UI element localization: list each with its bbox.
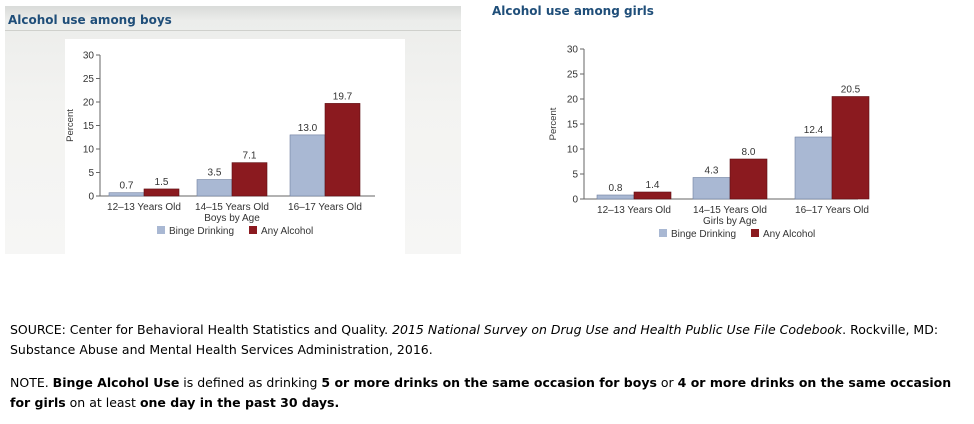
bar-binge-drinking [108,192,145,197]
source-prefix: SOURCE: Center for Behavioral Health Sta… [10,322,393,337]
y-tick-label: 10 [567,145,579,156]
y-tick-label: 0 [88,192,94,203]
y-tick-label: 10 [83,145,95,156]
data-label: 12.4 [804,125,824,136]
data-label: 0.7 [120,181,134,192]
note-bold-term: Binge Alcohol Use [52,375,180,390]
data-label: 0.8 [609,183,623,194]
y-tick-label: 20 [83,98,95,109]
y-tick-label: 25 [83,74,95,85]
y-tick-label: 20 [567,95,579,106]
boys-bar-chart: 0 5 10 15 20 25 30 Percent 0.7 1.5 12–13 Years Old… [65,51,375,237]
data-label: 8.0 [742,147,756,158]
y-tick-label: 5 [88,168,94,179]
x-tick-label: 16–17 Years Old [288,202,362,213]
note-bold-girls: 4 or more drinks on the same occasion fo… [10,375,952,410]
note-text: or [656,375,678,390]
bar-any-alcohol [324,103,361,197]
x-axis-label: Girls by Age [703,216,757,227]
source-citation: SOURCE: Center for Behavioral Health Sta… [10,320,960,360]
bar-binge-drinking [196,179,233,197]
data-label: 13.0 [298,123,318,134]
binge-definition-note: NOTE. Binge Alcohol Use is defined as dr… [10,373,960,413]
note-bold-boys: 5 or more drinks on the same occasion fo… [321,375,657,390]
source-title: 2015 National Survey on Drug Use and Hea… [392,322,843,337]
bar-binge-drinking [794,136,833,200]
y-tick-label: 30 [83,51,95,62]
data-label: 19.7 [333,91,353,102]
data-label: 4.3 [705,166,719,177]
y-tick-label: 15 [83,121,95,132]
bar-binge-drinking [692,177,731,200]
note-text: is defined as drinking [179,375,322,390]
boys-chart-panel: Alcohol use among boys 0 5 10 15 20 25 30 Perce… [5,6,461,254]
y-tick-label: 30 [567,45,579,56]
bar-any-alcohol [729,158,768,200]
data-label: 1.5 [155,177,169,188]
x-tick-label: 14–15 Years Old [195,202,269,213]
note-bold-timeframe: one day in the past 30 days. [139,395,340,410]
y-tick-label: 0 [572,195,578,206]
girls-bar-chart: 0 5 10 15 20 25 30 Percent 0.8 1.4 12–13 Years Old… [548,45,870,240]
legend-swatch [751,229,759,237]
notes-section: SOURCE: Center for Behavioral Health Sta… [10,320,960,413]
legend-label: Any Alcohol [763,229,815,240]
bar-any-alcohol [831,96,870,200]
bar-any-alcohol [633,191,672,200]
legend-label: Binge Drinking [671,229,736,240]
x-axis-label: Boys by Age [204,213,260,224]
legend-swatch [157,226,165,234]
note-text: NOTE. [10,375,53,390]
legend-swatch [249,226,257,234]
note-text: on at least [65,395,140,410]
x-tick-label: 12–13 Years Old [107,202,181,213]
data-label: 3.5 [208,168,222,179]
data-label: 20.5 [841,85,861,96]
bar-any-alcohol [231,162,268,197]
data-label: 1.4 [646,180,660,191]
chart-title: Alcohol use among girls [492,4,654,18]
bar-binge-drinking [289,134,326,197]
x-tick-label: 12–13 Years Old [597,205,671,216]
x-tick-label: 16–17 Years Old [795,205,869,216]
y-tick-label: 15 [567,120,579,131]
y-axis-label: Percent [65,109,76,142]
data-label: 7.1 [243,151,257,162]
chart-title: Alcohol use among boys [8,13,172,27]
legend-label: Any Alcohol [261,226,313,237]
y-tick-label: 5 [572,170,578,181]
bar-binge-drinking [596,194,635,200]
bar-any-alcohol [143,188,180,197]
source-suffix: . Rockville, MD: Substance Abuse and Men… [10,322,939,357]
girls-chart-panel: Alcohol use among girls 0 5 10 15 20 25 30 Perc… [488,0,870,254]
legend-swatch [659,229,667,237]
y-tick-label: 25 [567,70,579,81]
x-tick-label: 14–15 Years Old [693,205,767,216]
title-divider [5,30,461,31]
y-axis-label: Percent [548,107,559,140]
legend-label: Binge Drinking [169,226,234,237]
